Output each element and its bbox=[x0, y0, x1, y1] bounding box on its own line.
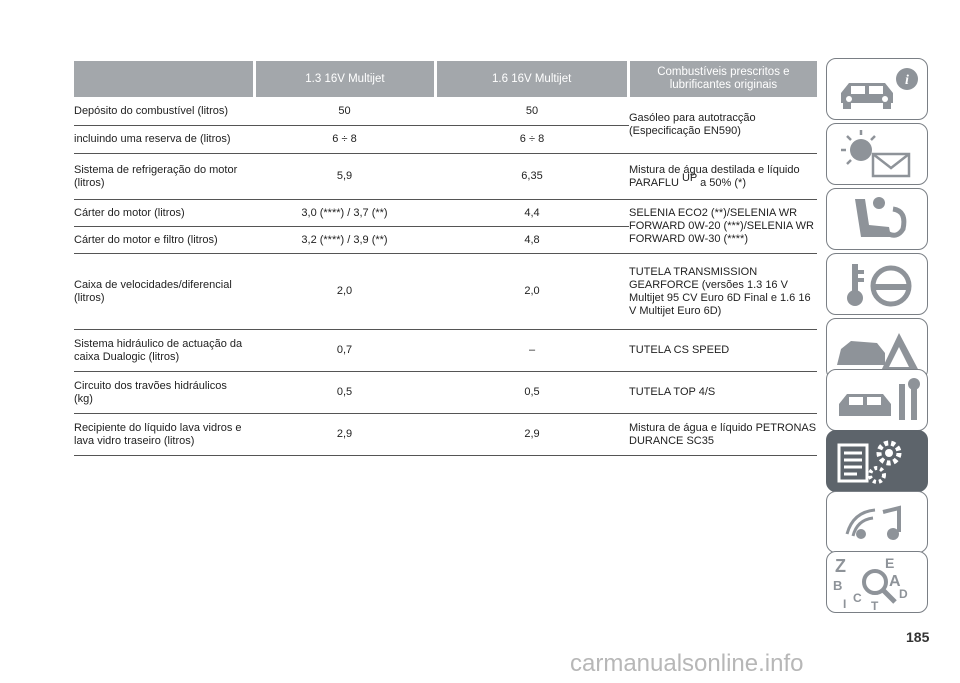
row-product: TUTELA CS SPEED bbox=[629, 344, 730, 356]
fuel-product: Gasóleo para autotracção (Especificação … bbox=[629, 112, 756, 137]
index-letter: I bbox=[843, 597, 846, 611]
watermark-text: carmanualsonline.info bbox=[570, 650, 804, 677]
car-maintenance-tools-icon bbox=[839, 378, 920, 420]
nav-tab-warning-lights[interactable] bbox=[826, 123, 928, 185]
table-header: 1.3 16V Multijet 1.6 16V Multijet Combus… bbox=[74, 61, 817, 97]
row-product: TUTELA TOP 4/S bbox=[629, 386, 716, 398]
row-label: Sistema hidráulico de actuação da caixa … bbox=[74, 337, 243, 363]
table-row: Caixa de velocidades/diferencial (litros… bbox=[74, 254, 817, 330]
row-value-1-6: 2,0 bbox=[524, 285, 540, 297]
warning-lights-message-icon bbox=[841, 130, 911, 178]
svg-text:i: i bbox=[905, 73, 909, 88]
engine-oil-product: SELENIA ECO2 (**)/SELENIA WR FORWARD 0W-… bbox=[629, 207, 814, 245]
row-value-1-6: 50 bbox=[525, 104, 539, 117]
nav-tab-maintenance[interactable] bbox=[826, 369, 928, 431]
fuel-group: Depósito do combustível (litros) 50 50 i… bbox=[74, 97, 817, 154]
row-label: Sistema de refrigeração do motor (litros… bbox=[74, 163, 238, 189]
row-label: Caixa de velocidades/diferencial (litros… bbox=[74, 278, 232, 304]
row-value-1-6: 2,9 bbox=[524, 428, 540, 440]
row-value-1-3: 3,0 (****) / 3,7 (**) bbox=[301, 206, 388, 219]
row-label: Circuito dos travões hidráulicos (kg) bbox=[74, 379, 227, 405]
row-label: Cárter do motor (litros) bbox=[74, 206, 185, 219]
header-engine-1-3: 1.3 16V Multijet bbox=[256, 61, 434, 97]
row-value-1-6: 6,35 bbox=[521, 170, 543, 182]
row-product: Mistura de água e líquido PETRONAS DURAN… bbox=[629, 421, 817, 447]
nav-tab-index[interactable]: Z E B A C D T I bbox=[826, 551, 928, 613]
row-value-1-3: 0,5 bbox=[336, 386, 353, 398]
cooling-product-ratio: a 50% (*) bbox=[697, 176, 746, 189]
row-value-1-6: – bbox=[528, 344, 536, 356]
nav-tab-starting-driving[interactable] bbox=[826, 253, 928, 315]
row-label: incluindo uma reserva de (litros) bbox=[74, 133, 231, 145]
nav-tab-car-info[interactable]: i bbox=[826, 58, 928, 120]
cooling-product-text: Mistura de água destilada e líquido PARA… bbox=[629, 163, 800, 189]
index-letter: B bbox=[833, 578, 842, 593]
row-value-1-6: 4,4 bbox=[524, 206, 540, 219]
airbag-seat-icon bbox=[855, 197, 907, 238]
table-row: Circuito dos travões hidráulicos (kg) 0,… bbox=[74, 372, 817, 414]
row-value-1-3: 5,9 bbox=[336, 170, 353, 182]
header-blank-cell bbox=[74, 61, 254, 97]
car-breakdown-warning-icon bbox=[837, 333, 919, 371]
fluids-table: 1.3 16V Multijet 1.6 16V Multijet Combus… bbox=[74, 61, 817, 456]
nav-tab-technical-data[interactable] bbox=[826, 430, 928, 492]
table-row: Cárter do motor (litros) 3,0 (****) / 3,… bbox=[74, 200, 629, 227]
index-letter: C bbox=[853, 591, 862, 605]
row-value-1-3: 50 bbox=[338, 104, 351, 117]
page-number: 185 bbox=[906, 629, 930, 645]
index-letter: Z bbox=[835, 556, 846, 576]
row-value-1-3: 6 ÷ 8 bbox=[332, 133, 357, 145]
key-steering-wheel-icon bbox=[847, 264, 912, 307]
index-letter: A bbox=[889, 573, 901, 590]
engine-oil-group: Cárter do motor (litros) 3,0 (****) / 3,… bbox=[74, 200, 817, 254]
row-label: Recipiente do líquido lava vidros e lava… bbox=[74, 421, 242, 447]
row-value-1-3: 0,7 bbox=[336, 344, 353, 356]
index-search-icon: Z E B A C D T I bbox=[833, 555, 908, 613]
cooling-product: Mistura de água destilada e líquido PARA… bbox=[629, 154, 817, 199]
row-value-1-3: 2,9 bbox=[336, 428, 353, 440]
index-letter: E bbox=[885, 555, 894, 571]
multimedia-icon bbox=[845, 505, 901, 540]
table-row: incluindo uma reserva de (litros) 6 ÷ 8 … bbox=[74, 126, 629, 153]
row-product: TUTELA TRANSMISSION GEARFORCE (versões 1… bbox=[629, 265, 811, 317]
index-letter: T bbox=[871, 599, 879, 613]
row-label: Cárter do motor e filtro (litros) bbox=[74, 233, 218, 246]
technical-data-gear-icon bbox=[837, 440, 902, 484]
header-products: Combustíveis prescritos e lubrificantes … bbox=[629, 61, 817, 97]
index-letter: D bbox=[899, 587, 908, 601]
table-row: Sistema de refrigeração do motor (litros… bbox=[74, 154, 817, 200]
row-value-1-3: 2,0 bbox=[336, 285, 353, 297]
car-info-icon: i bbox=[841, 68, 918, 109]
header-engine-1-6: 1.6 16V Multijet bbox=[436, 61, 627, 97]
table-row: Depósito do combustível (litros) 50 50 bbox=[74, 97, 629, 126]
nav-tab-safety[interactable] bbox=[826, 188, 928, 250]
row-value-1-6: 0,5 bbox=[524, 386, 540, 398]
nav-tab-multimedia[interactable] bbox=[826, 491, 928, 553]
cooling-product-sup: UP bbox=[681, 171, 698, 184]
table-row: Sistema hidráulico de actuação da caixa … bbox=[74, 330, 817, 372]
row-label: Depósito do combustível (litros) bbox=[74, 104, 229, 117]
row-value-1-6: 4,8 bbox=[524, 233, 540, 246]
table-row: Cárter do motor e filtro (litros) 3,2 (*… bbox=[74, 227, 629, 253]
row-value-1-6: 6 ÷ 8 bbox=[519, 133, 545, 145]
row-value-1-3: 3,2 (****) / 3,9 (**) bbox=[301, 233, 388, 246]
table-row: Recipiente do líquido lava vidros e lava… bbox=[74, 414, 817, 456]
